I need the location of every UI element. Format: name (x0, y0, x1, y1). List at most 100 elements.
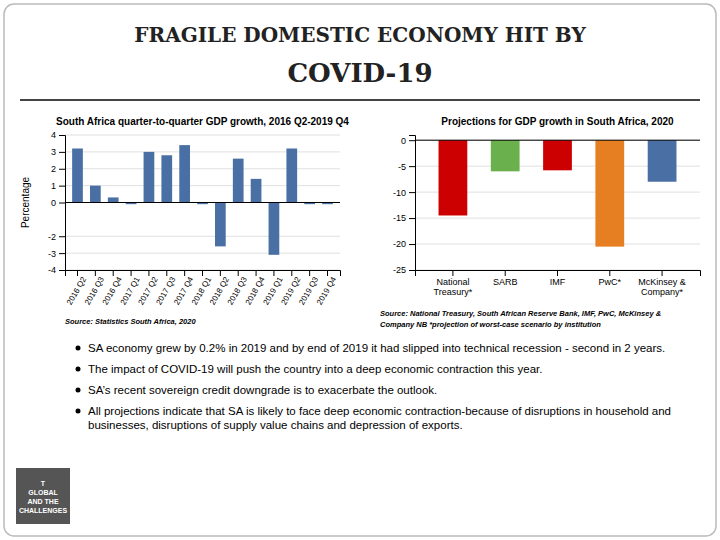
bullet-text: All projections indicate that SA is like… (88, 405, 671, 431)
tick-label: -25 (393, 265, 406, 275)
tick-label: 0 (51, 198, 56, 208)
subtitle: COVID-19 (287, 58, 432, 88)
tick-mark (662, 270, 663, 276)
x-tick: NationalTreasury* (434, 270, 473, 297)
tick-mark (409, 140, 415, 141)
tick-mark (256, 270, 257, 276)
y-axis-title: Percentage (20, 176, 31, 228)
chart-title: Projections for GDP growth in South Afri… (441, 116, 674, 127)
tick-mark (327, 270, 328, 276)
y-tick: 0 (51, 198, 65, 208)
text-line: SA economy grew by 0.2% in 2019 and by e… (88, 342, 665, 354)
tick-mark (202, 270, 203, 276)
tick-label: 1 (51, 181, 56, 191)
title: FRAGILE DOMESTIC ECONOMY HIT BY (134, 23, 586, 47)
grid-line (415, 218, 700, 219)
text-line: Treasury* (434, 287, 473, 297)
tick-label: 0 (401, 136, 406, 146)
bar (439, 140, 468, 215)
tick-label: -10 (393, 187, 406, 197)
tick-mark (59, 203, 65, 204)
tick-mark (409, 218, 415, 219)
bullet-marker (76, 409, 81, 414)
tick-mark (59, 236, 65, 237)
tick-mark (59, 186, 65, 187)
bar (648, 140, 677, 182)
bar (269, 203, 280, 255)
axis-line (409, 136, 416, 271)
bar (233, 159, 244, 203)
grid-line (65, 151, 340, 152)
bar (251, 179, 262, 203)
grid-line (65, 185, 340, 186)
tick-label: 3 (51, 147, 56, 157)
bar (491, 140, 520, 171)
axis-line (66, 271, 341, 277)
text-line: All projections indicate that SA is like… (88, 405, 671, 417)
bar (108, 197, 119, 202)
source-note: Source: Statistics South Africa, 2020 (65, 317, 196, 326)
source-note: Source: National Treasury, South African… (380, 309, 661, 318)
tick-label: -4 (48, 265, 56, 275)
tick-mark (220, 270, 221, 276)
y-axis: 0-5-10-15-20-25 (393, 136, 416, 276)
tick-mark (238, 270, 239, 276)
text-line: AND THE (27, 498, 58, 505)
text-line: businesses, disruptions of supply value … (88, 419, 463, 431)
bar (161, 155, 172, 202)
text-line: McKinsey & (638, 277, 686, 287)
grid-line (65, 135, 340, 136)
tick-label: NationalTreasury* (434, 277, 473, 297)
grid-line (65, 253, 340, 254)
text-line: CHALLENGES (19, 507, 68, 514)
axis-line (59, 136, 66, 271)
tick-mark (409, 244, 415, 245)
zero-line (65, 202, 340, 203)
bullet-marker (76, 346, 81, 351)
x-tick: McKinsey &Company* (638, 270, 686, 297)
tick-label: -2 (48, 232, 56, 242)
bars (439, 140, 677, 246)
tick-mark (452, 270, 453, 276)
logo-text: TGLOBALAND THECHALLENGES (19, 480, 68, 514)
tick-mark (609, 270, 610, 276)
tick-label: -20 (393, 239, 406, 249)
y-tick: 0 (401, 136, 415, 146)
bar (144, 152, 155, 203)
logo: TGLOBALAND THECHALLENGES (16, 468, 70, 524)
x-tick: 2019 Q4 (315, 270, 338, 306)
y-tick: -2 (48, 232, 65, 242)
tick-mark (59, 135, 65, 136)
tick-mark (409, 192, 415, 193)
y-axis: -4 -3 -2 0 1 2 3 4 (48, 130, 66, 275)
grid (415, 140, 700, 270)
tick-mark (184, 270, 185, 276)
tick-mark (113, 270, 114, 276)
bullet-text: The impact of COVID-19 will push the cou… (88, 363, 542, 375)
tick-mark (557, 270, 558, 276)
bar (179, 145, 190, 202)
x-tick: IMF (550, 270, 566, 287)
y-tick: 1 (51, 181, 65, 191)
y-tick: -3 (48, 249, 65, 259)
y-tick: -15 (393, 213, 415, 223)
tick-label: 2 (51, 164, 56, 174)
chart-0: -4-3-2012342016 Q22016 Q32016 Q42017 Q12… (20, 116, 349, 306)
tick-label: 4 (51, 130, 56, 140)
chart-1: 0-5-10-15-20-25NationalTreasury*SARBIMFP… (393, 116, 701, 297)
bar (215, 203, 226, 247)
bullet-marker (76, 388, 81, 393)
tick-mark (59, 152, 65, 153)
bullet-text: SA’s recent sovereign credit downgrade i… (88, 384, 437, 396)
zero-line (415, 140, 700, 141)
tick-label: 2019 Q4 (315, 275, 338, 307)
bar (595, 140, 624, 246)
tick-mark (505, 270, 506, 276)
grid-line (65, 168, 340, 169)
y-tick: 4 (51, 130, 65, 140)
tick-mark (77, 270, 78, 276)
tick-label: IMF (550, 277, 566, 287)
tick-mark (148, 270, 149, 276)
x-tick: SARB (493, 270, 518, 287)
bar (90, 186, 101, 203)
